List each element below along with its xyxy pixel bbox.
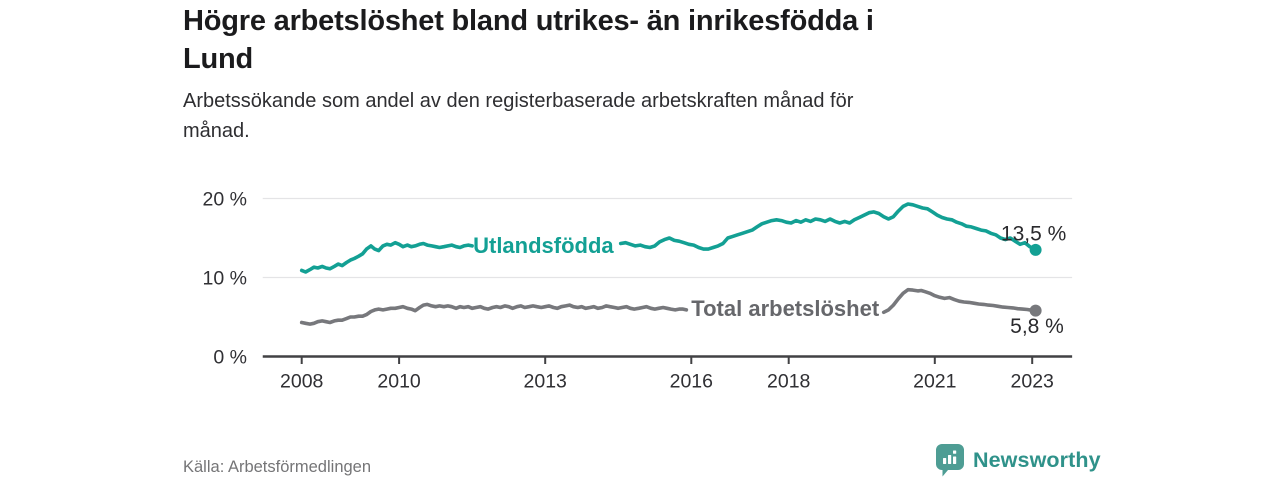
y-tick-label: 20 % bbox=[203, 189, 247, 211]
source-credit: Källa: Arbetsförmedlingen bbox=[183, 458, 372, 476]
x-tick-label: 2021 bbox=[913, 371, 956, 393]
series-label-0: Utlandsfödda bbox=[473, 233, 614, 258]
y-tick-label: 0 % bbox=[213, 347, 247, 369]
page-title: Högre arbetslöshet bland utrikes- än inr… bbox=[183, 2, 1133, 78]
subtitle-line-2: månad. bbox=[183, 120, 250, 142]
title-line-2: Lund bbox=[183, 43, 254, 75]
subtitle-line-1: Arbetssökande som andel av den registerb… bbox=[183, 90, 854, 112]
series-line-1-0 bbox=[299, 302, 689, 326]
x-tick-label: 2018 bbox=[767, 371, 810, 393]
series-line-0-1 bbox=[618, 202, 1038, 252]
x-tick-label: 2008 bbox=[280, 371, 323, 393]
x-tick-label: 2023 bbox=[1011, 371, 1054, 393]
newsworthy-logo-icon bbox=[936, 444, 964, 477]
series-end-dot-1 bbox=[1029, 304, 1042, 317]
end-value-label-1: 5,8 % bbox=[1010, 315, 1064, 338]
series-line-0-0 bbox=[299, 240, 474, 274]
series-end-dot-0 bbox=[1029, 243, 1042, 256]
end-value-label-0: 13,5 % bbox=[1001, 222, 1066, 245]
x-tick-label: 2016 bbox=[670, 371, 713, 393]
x-tick-label: 2013 bbox=[524, 371, 567, 393]
title-line-1: Högre arbetslöshet bland utrikes- än inr… bbox=[183, 5, 874, 37]
x-tick-label: 2010 bbox=[377, 371, 421, 393]
newsworthy-logo: Newsworthy bbox=[936, 444, 1101, 477]
y-tick-label: 10 % bbox=[203, 268, 247, 290]
newsworthy-logo-text: Newsworthy bbox=[973, 448, 1101, 472]
series-label-1: Total arbetslöshet bbox=[691, 296, 880, 321]
chart-subtitle: Arbetssökande som andel av den registerb… bbox=[183, 86, 1133, 146]
series-line-1-1 bbox=[881, 287, 1038, 315]
chart-header: Högre arbetslöshet bland utrikes- än inr… bbox=[183, 2, 1133, 146]
